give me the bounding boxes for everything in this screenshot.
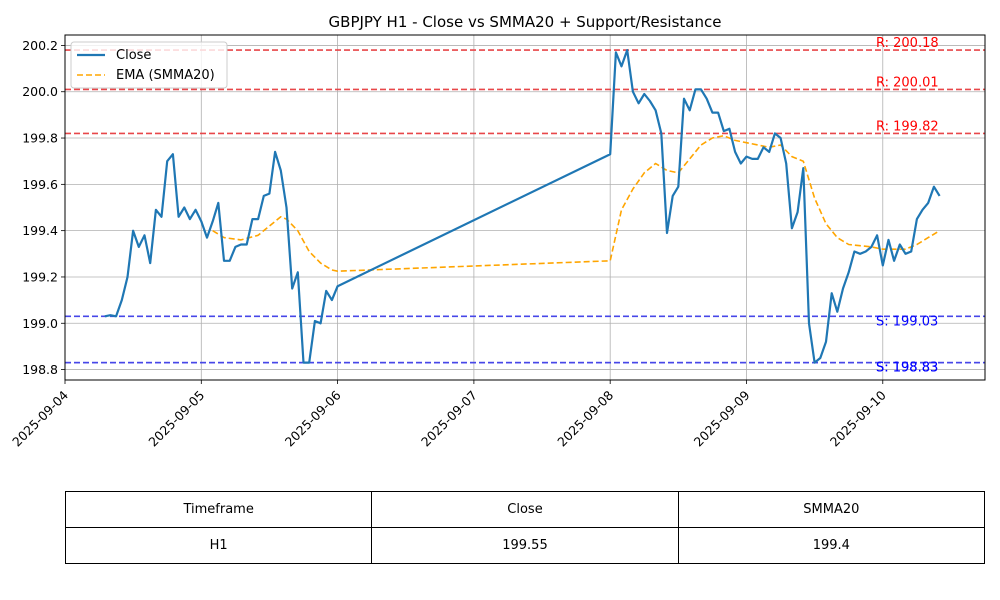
table-header-close: Close	[371, 491, 679, 528]
table-cell-close: 199.55	[371, 527, 679, 564]
table-header-smma20: SMMA20	[677, 491, 986, 528]
y-tick-label: 200.0	[22, 84, 58, 99]
table-cell-smma20: 199.4	[677, 527, 986, 564]
x-tick-label: 2025-09-09	[691, 387, 753, 449]
support-label: S: 198.83	[876, 361, 938, 376]
table-header-row: Timeframe Close SMMA20	[64, 491, 986, 528]
x-tick-label: 2025-09-04	[9, 387, 71, 449]
support-resistance-lines: R: 200.18 R: 200.01 R: 199.82 S: 199.03 S: 1…	[65, 36, 985, 376]
support-label: S: 199.03	[876, 314, 938, 329]
y-tick-label: 199.0	[22, 316, 58, 331]
close-series-line	[104, 48, 941, 364]
table-cell-timeframe: H1	[64, 527, 373, 564]
table-header-timeframe: Timeframe	[64, 491, 373, 528]
legend-ema-label: EMA (SMMA20)	[116, 68, 215, 83]
y-tick-label: 198.8	[22, 362, 58, 377]
ema-series-line	[212, 134, 941, 273]
legend: Close EMA (SMMA20)	[70, 41, 228, 89]
y-tick-label: 199.8	[22, 131, 58, 146]
plot-frame	[64, 34, 986, 381]
resistance-label: R: 200.18	[876, 36, 939, 51]
x-tick-label: 2025-09-10	[827, 387, 889, 449]
x-tick-label: 2025-09-08	[554, 387, 616, 449]
resistance-label: R: 199.82	[876, 119, 939, 134]
resistance-label: R: 200.01	[876, 75, 939, 90]
y-tick-label: 199.6	[22, 177, 58, 192]
legend-close-label: Close	[116, 48, 151, 63]
x-tick-label: 2025-09-05	[145, 388, 207, 450]
y-tick-label: 199.2	[22, 269, 58, 284]
legend-box	[70, 41, 228, 89]
y-tick-label: 199.4	[22, 223, 58, 238]
table-row: H1 199.55 199.4	[64, 527, 986, 564]
x-tick-label: 2025-09-07	[418, 388, 480, 450]
summary-table: Timeframe Close SMMA20 H1 199.55 199.4	[64, 491, 986, 564]
series-lines	[104, 48, 941, 364]
x-tick-label: 2025-09-06	[282, 387, 344, 449]
chart-title: GBPJPY H1 - Close vs SMMA20 + Support/Re…	[329, 13, 722, 31]
y-tick-label: 200.2	[22, 38, 58, 53]
support-label: S: 198.83	[876, 361, 938, 376]
